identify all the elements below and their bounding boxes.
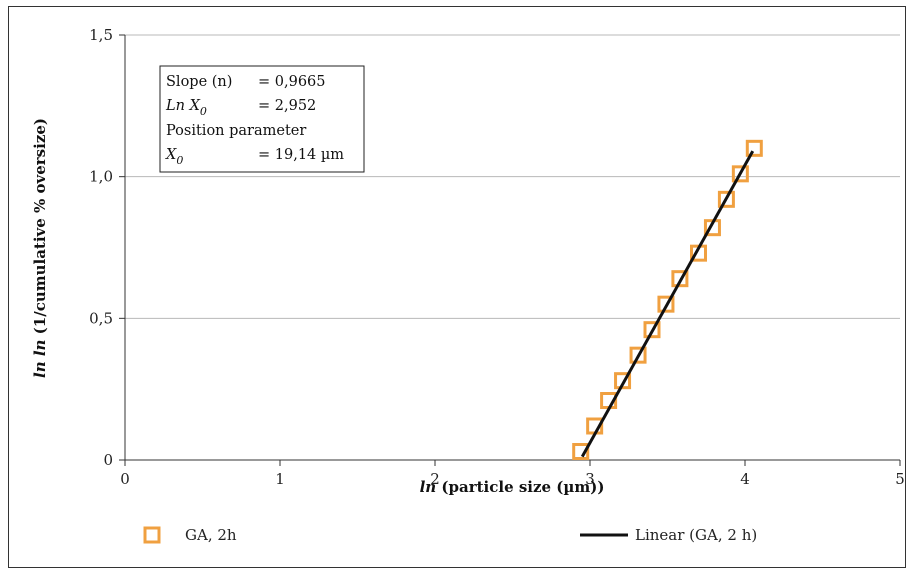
x-axis-title-italic: ln [420,478,437,496]
x-tick-label: 5 [895,470,905,488]
gridlines [125,34,900,319]
axes [124,35,900,461]
x-tick-label: 1 [275,470,285,488]
data-point [657,295,675,313]
y-axis-title-rest: (1/cumulative % oversize) [31,118,49,340]
data-point [643,321,661,339]
x-tick-label: 2 [430,470,440,488]
data-point [614,372,632,390]
annotation-border [159,65,365,173]
y-axis-title-italic: ln ln [31,340,49,378]
legend: GA, 2h Linear (GA, 2 h) [143,526,757,544]
annotation-row-x0: X0 [165,147,183,167]
y-axis-title: ln ln (1/cumulative % oversize) [31,118,49,378]
ticks: 0 0,5 1,0 1,5 0 1 2 3 4 5 [89,26,905,488]
trend-line [580,150,755,458]
x-tick-label: 0 [120,470,130,488]
annotation-row-lnx0: Ln X0 [165,98,207,118]
annotation-slope-label: Slope (n) [166,74,232,90]
y-tick-label: 1,5 [89,26,113,44]
legend-label-ga-2h: GA, 2h [185,526,237,544]
y-tick-label: 0,5 [89,309,113,327]
data-point [717,190,735,208]
data-point [629,346,647,364]
x-tick-label: 3 [585,470,595,488]
annotation-box: Slope (n) = 0,9665 Ln X0 = 2,952 Positio… [159,65,365,173]
series [572,139,763,460]
y-tick-label: 1,0 [89,168,113,186]
data-point [572,443,590,460]
data-point [745,139,763,157]
y-tick-label: 0 [103,451,113,469]
annotation-row-position: Position parameter [166,123,306,139]
annotation-value-lnx0: = 2,952 [258,98,316,114]
chart-frame [8,6,906,568]
x-axis-title: ln (particle size (µm)) [420,478,605,496]
annotation-value-x0: = 19,14 µm [258,147,344,163]
annotation-row-slope: Slope (n) [166,74,232,90]
annotation-lnx0-label: Ln X [165,98,201,114]
data-point [731,165,749,183]
x-axis-title-rest: (particle size (µm)) [436,478,604,496]
annotation-value-slope: = 0,9665 [258,74,326,90]
annotation-x0-sub: 0 [176,154,183,167]
annotation-lnx0-sub: 0 [200,105,207,118]
data-point [671,270,689,288]
legend-marker-ga-2h [143,526,161,544]
annotation-x0-label: X [165,147,177,163]
x-tick-label: 4 [740,470,750,488]
legend-label-linear: Linear (GA, 2 h) [635,526,757,544]
